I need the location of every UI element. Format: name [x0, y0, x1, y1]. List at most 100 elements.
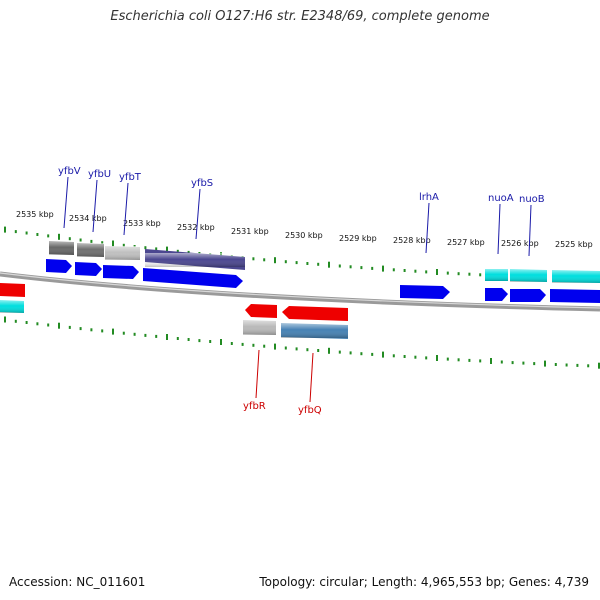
minor-tick [14, 230, 17, 234]
forward-gene-row [46, 259, 600, 303]
accession-label: Accession: NC_011601 [9, 575, 146, 589]
gene-label-yfbV[interactable]: yfbV [58, 166, 81, 177]
minor-tick [338, 264, 341, 268]
gene-label-yfbT[interactable]: yfbT [119, 172, 142, 183]
gene-arrow[interactable] [75, 262, 102, 276]
gene-label-yfbR[interactable]: yfbR [243, 401, 266, 412]
minor-tick [317, 349, 320, 352]
minor-tick [252, 343, 255, 347]
minor-tick [392, 354, 395, 358]
minor-tick [284, 346, 287, 350]
minor-tick [565, 363, 568, 367]
gene-label-nuoA[interactable]: nuoA [488, 193, 514, 204]
minor-tick [79, 327, 82, 331]
gene-label-yfbQ[interactable]: yfbQ [298, 405, 322, 416]
minor-tick [349, 265, 352, 269]
gene-arrow[interactable] [282, 306, 348, 321]
major-tick [598, 362, 600, 369]
gene-arrow[interactable] [0, 283, 25, 297]
label-leaders [63, 176, 532, 403]
minor-tick [349, 351, 352, 355]
minor-tick [533, 362, 536, 366]
gene-label-lrhA[interactable]: lrhA [419, 192, 439, 203]
major-tick [112, 240, 114, 247]
minor-tick [457, 358, 460, 362]
gene-arrow[interactable] [550, 289, 600, 303]
gene-label-yfbS[interactable]: yfbS [191, 178, 213, 189]
gene-arrow[interactable] [103, 265, 139, 279]
minor-tick [403, 269, 406, 272]
minor-tick [446, 357, 449, 361]
gene-arrow[interactable] [46, 259, 72, 273]
major-tick [382, 265, 384, 272]
minor-tick [187, 338, 190, 341]
scale-label: 2526 kbp [501, 239, 539, 248]
minor-tick [554, 363, 557, 366]
gene-arrow[interactable] [485, 288, 508, 301]
minor-tick [144, 246, 147, 250]
minor-tick [511, 361, 514, 365]
scale-label: 2525 kbp [555, 240, 593, 249]
gene-labels: yfbV yfbU yfbT yfbS lrhA nuoA nuoB yfbR … [58, 166, 545, 416]
minor-tick [468, 358, 471, 362]
major-tick [112, 328, 114, 335]
minor-tick [295, 347, 298, 351]
minor-tick [479, 359, 482, 363]
minor-tick [360, 266, 363, 270]
minor-tick [403, 355, 406, 358]
minor-tick [263, 258, 266, 262]
minor-tick [522, 361, 525, 365]
minor-tick [155, 334, 158, 338]
minor-tick [133, 332, 136, 336]
minor-tick [79, 238, 82, 242]
minor-tick [457, 272, 460, 276]
feature-shading [0, 241, 600, 338]
minor-tick [155, 247, 158, 251]
minor-tick [25, 321, 28, 324]
minor-tick [68, 237, 71, 241]
gene-arrow[interactable] [245, 304, 277, 318]
minor-tick [317, 262, 320, 266]
minor-tick [252, 257, 255, 261]
scale-label: 2528 kbp [393, 236, 431, 245]
minor-tick [101, 329, 104, 333]
minor-tick [306, 348, 309, 352]
minor-tick [425, 270, 428, 274]
minor-tick [338, 350, 341, 354]
minor-tick [198, 339, 201, 343]
major-tick [274, 257, 276, 264]
minor-tick [36, 233, 39, 236]
gene-arrow[interactable] [400, 285, 450, 299]
minor-tick [176, 249, 179, 253]
minor-tick [122, 331, 125, 335]
minor-tick [468, 272, 471, 276]
minor-tick [306, 262, 309, 265]
minor-tick [241, 342, 244, 346]
scale-label: 2529 kbp [339, 234, 377, 243]
scale-label: 2527 kbp [447, 238, 485, 247]
genome-summary: Topology: circular; Length: 4,965,553 bp… [259, 575, 589, 589]
minor-tick [90, 328, 93, 332]
minor-tick [209, 340, 212, 343]
minor-tick [284, 260, 287, 264]
major-tick [4, 226, 6, 233]
major-tick [58, 233, 60, 240]
gene-label-yfbU[interactable]: yfbU [88, 169, 111, 180]
minor-tick [414, 269, 417, 273]
major-tick [382, 351, 384, 358]
genome-backbone-highlight [0, 272, 600, 309]
minor-tick [68, 325, 71, 329]
minor-tick [90, 239, 93, 243]
gene-arrow[interactable] [143, 268, 243, 288]
minor-tick [425, 356, 428, 360]
gene-label-nuoB[interactable]: nuoB [519, 194, 545, 205]
major-tick [544, 360, 546, 367]
scale-label: 2531 kbp [231, 227, 269, 236]
scale-label: 2533 kbp [123, 219, 161, 228]
genome-backbone [0, 271, 600, 312]
minor-tick [295, 261, 298, 265]
major-tick [328, 261, 330, 268]
minor-tick [500, 360, 503, 364]
gene-arrow[interactable] [510, 289, 546, 302]
